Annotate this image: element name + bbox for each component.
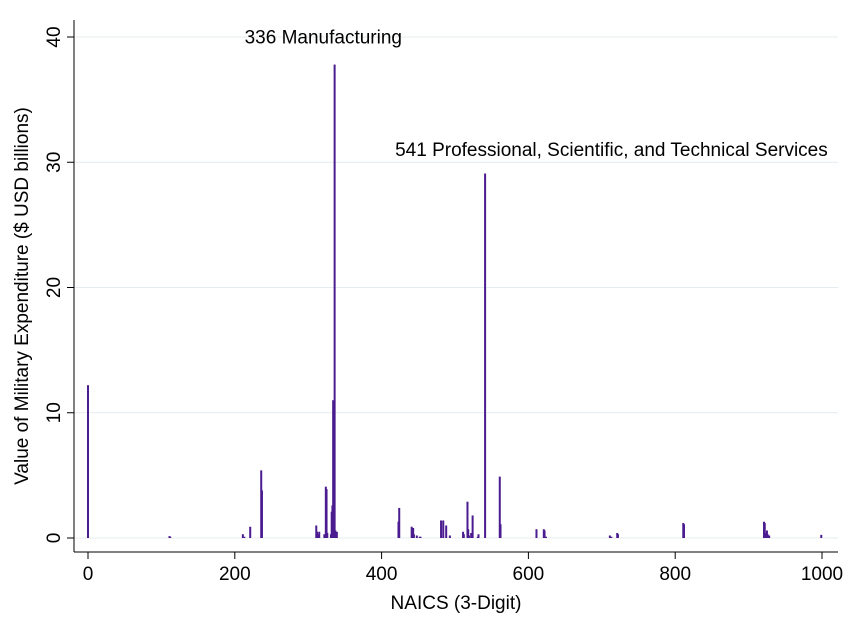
bar-441 bbox=[410, 526, 413, 538]
bar-562 bbox=[499, 524, 502, 538]
bar-315 bbox=[318, 531, 321, 538]
bars bbox=[87, 64, 823, 538]
bar-922 bbox=[763, 522, 766, 538]
bar-453 bbox=[419, 536, 422, 538]
x-axis-title: NAICS (3-Digit) bbox=[391, 593, 522, 614]
bar-488 bbox=[445, 525, 448, 538]
bar-443 bbox=[412, 527, 415, 538]
annotation-1: 541 Professional, Scientific, and Techni… bbox=[395, 140, 828, 161]
bar-624 bbox=[545, 536, 548, 538]
x-tick-label-2: 400 bbox=[366, 564, 398, 585]
bar-519 bbox=[467, 535, 470, 538]
bar-313 bbox=[316, 534, 319, 538]
x-tick-label-0: 0 bbox=[83, 564, 94, 585]
x-ticks: 0 200 400 600 800 1000 bbox=[83, 552, 843, 585]
bar-213 bbox=[243, 536, 246, 538]
bar-0 bbox=[87, 385, 89, 538]
y-tick-label-1: 10 bbox=[44, 402, 65, 423]
y-axis-title: Value of Military Expenditure ($ USD bil… bbox=[12, 107, 33, 485]
bar-622 bbox=[543, 530, 546, 538]
x-tick-label-3: 600 bbox=[513, 564, 545, 585]
gridlines bbox=[74, 36, 838, 539]
bar-337 bbox=[334, 530, 337, 538]
bar-424 bbox=[398, 507, 401, 538]
bar-923 bbox=[764, 532, 767, 538]
bar-561 bbox=[498, 476, 501, 538]
bar-325 bbox=[325, 489, 328, 538]
bar-517 bbox=[466, 501, 469, 538]
bar-532 bbox=[477, 534, 480, 538]
bar-518 bbox=[467, 529, 470, 538]
bar-481 bbox=[440, 520, 443, 538]
bar-722 bbox=[616, 534, 619, 538]
bar-336 bbox=[333, 64, 336, 538]
annotations: 336 Manufacturing 541 Professional, Scien… bbox=[245, 28, 828, 162]
x-tick-label-1: 200 bbox=[219, 564, 251, 585]
y-tick-label-3: 30 bbox=[44, 152, 65, 173]
bar-493 bbox=[448, 535, 451, 538]
bar-541 bbox=[484, 173, 487, 538]
bar-444 bbox=[412, 534, 415, 538]
bar-334 bbox=[332, 400, 335, 538]
bar-112 bbox=[169, 536, 172, 538]
bar-221 bbox=[249, 526, 252, 538]
bar-522 bbox=[470, 532, 473, 538]
annotation-0: 336 Manufacturing bbox=[245, 28, 402, 49]
bar-812 bbox=[683, 524, 686, 538]
bar-928 bbox=[768, 535, 771, 538]
x-tick-label-5: 1000 bbox=[801, 564, 843, 585]
bar-926 bbox=[766, 534, 769, 538]
bar-711 bbox=[608, 535, 611, 538]
bar-211 bbox=[241, 534, 244, 538]
bar-339 bbox=[335, 531, 338, 538]
bar-524 bbox=[471, 515, 474, 538]
bar-448 bbox=[415, 535, 418, 538]
bar-999 bbox=[820, 534, 823, 538]
x-tick-label-4: 800 bbox=[659, 564, 691, 585]
bar-326 bbox=[326, 532, 329, 538]
bar-237 bbox=[260, 490, 263, 538]
bar-484 bbox=[442, 520, 445, 538]
y-tick-label-2: 20 bbox=[44, 277, 65, 298]
bar-713 bbox=[610, 536, 613, 538]
y-tick-label-4: 40 bbox=[44, 26, 65, 47]
y-ticks: 0 10 20 30 40 bbox=[44, 26, 74, 543]
bar-512 bbox=[462, 534, 465, 538]
y-tick-label-0: 0 bbox=[44, 533, 65, 544]
bar-611 bbox=[535, 529, 538, 538]
